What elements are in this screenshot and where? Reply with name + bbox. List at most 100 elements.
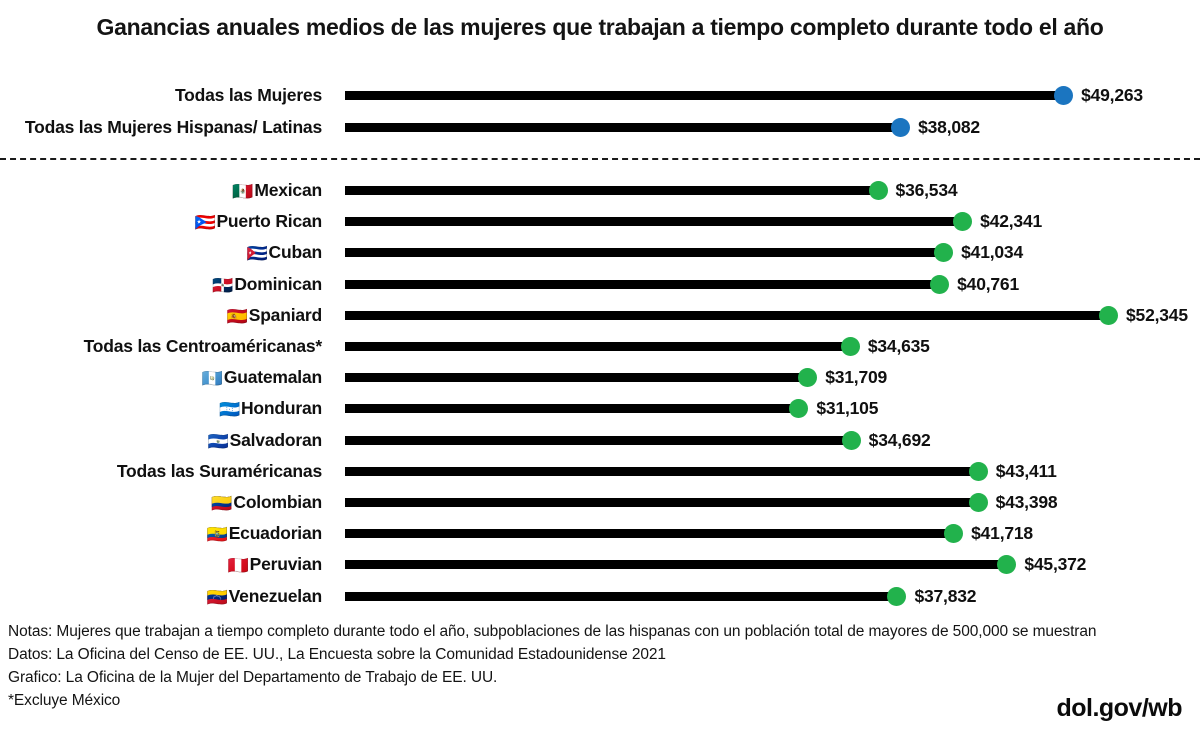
row-label: Todas las Mujeres Hispanas/ Latinas bbox=[25, 114, 322, 140]
row-label: 🇸🇻Salvadoran bbox=[207, 427, 323, 453]
row-value-dot bbox=[887, 586, 907, 606]
row-label: 🇨🇺Cuban bbox=[246, 239, 323, 265]
row-label-text: Dominican bbox=[234, 273, 322, 294]
flag-ecuador-icon: 🇪🇨 bbox=[206, 525, 228, 546]
row-bar bbox=[345, 466, 978, 476]
row-value-label: $37,832 bbox=[914, 585, 977, 606]
row-bar bbox=[345, 91, 1064, 100]
flag-el-salvador-icon: 🇸🇻 bbox=[207, 431, 229, 452]
chart-row: 🇻🇪Venezuelan $37,832 bbox=[0, 583, 1200, 609]
row-bar bbox=[345, 279, 940, 289]
row-bar bbox=[345, 435, 851, 445]
row-label-text: Guatemalan bbox=[223, 367, 322, 388]
flag-guatemala-icon: 🇬🇹 bbox=[201, 369, 223, 390]
flag-puerto-rico-icon: 🇵🇷 bbox=[194, 213, 216, 234]
footer-note-notes: Notas: Mujeres que trabajan a tiempo com… bbox=[8, 623, 1097, 640]
chart-row: 🇵🇪Peruvian $45,372 bbox=[0, 551, 1200, 577]
flag-mexico-icon: 🇲🇽 bbox=[232, 182, 254, 202]
chart-row: 🇨🇴Colombian $43,398 bbox=[0, 489, 1200, 515]
row-bar bbox=[345, 591, 897, 601]
row-value-label: $43,398 bbox=[995, 492, 1058, 512]
row-label-text: Todas las Suraméricanas bbox=[116, 460, 322, 481]
chart-row: 🇲🇽Mexican $36,534 bbox=[0, 177, 1200, 203]
row-value-label: $45,372 bbox=[1024, 554, 1087, 575]
row-label: Todas las Mujeres bbox=[175, 82, 322, 108]
row-label-text: Mexican bbox=[254, 180, 322, 200]
row-value-dot bbox=[968, 461, 988, 481]
row-label-text: Puerto Rican bbox=[216, 211, 322, 232]
row-label: 🇵🇪Peruvian bbox=[228, 551, 322, 577]
row-bar bbox=[345, 342, 850, 351]
chart-row: 🇵🇷Puerto Rican $42,341 bbox=[0, 208, 1200, 234]
brand-url: dol.gov/wb bbox=[1056, 694, 1182, 722]
chart-row: Todas las Mujeres Hispanas/ Latinas $38,0… bbox=[0, 114, 1200, 140]
row-value-dot bbox=[798, 368, 818, 388]
flag-dominican-republic-icon: 🇩🇴 bbox=[212, 275, 234, 296]
chart-row: Todas las Suraméricanas $43,411 bbox=[0, 458, 1200, 484]
row-value-label: $38,082 bbox=[918, 117, 980, 137]
row-bar bbox=[345, 529, 954, 539]
row-bar bbox=[345, 560, 1007, 570]
row-label: 🇨🇴Colombian bbox=[211, 489, 322, 515]
row-label: 🇲🇽Mexican bbox=[232, 177, 322, 203]
row-value-dot bbox=[934, 243, 954, 263]
row-label: 🇭🇳Honduran bbox=[219, 395, 322, 421]
chart-row: 🇭🇳Honduran $31,105 bbox=[0, 395, 1200, 421]
row-value-label: $36,534 bbox=[895, 180, 958, 200]
row-label: Todas las Centroaméricanas* bbox=[83, 333, 323, 359]
chart-row: 🇪🇨Ecuadorian $41,718 bbox=[0, 520, 1200, 546]
row-value-label: $43,411 bbox=[995, 460, 1057, 481]
row-bar bbox=[345, 310, 1108, 320]
chart-row: 🇪🇸Spaniard $52,345 bbox=[0, 302, 1200, 328]
row-label-text: Venezuelan bbox=[228, 585, 323, 606]
row-label-text: Todas las Mujeres Hispanas/ Latinas bbox=[24, 117, 322, 137]
row-value-dot bbox=[840, 337, 860, 356]
chart-row: 🇸🇻Salvadoran $34,692 bbox=[0, 427, 1200, 453]
row-value-label: $34,692 bbox=[868, 429, 931, 450]
row-label-text: Honduran bbox=[240, 398, 322, 419]
row-label: 🇪🇸Spaniard bbox=[227, 302, 322, 328]
flag-cuba-icon: 🇨🇺 bbox=[246, 244, 268, 265]
row-value-label: $42,341 bbox=[980, 211, 1043, 232]
row-bar bbox=[345, 217, 963, 227]
row-value-dot bbox=[953, 212, 973, 232]
row-bar bbox=[345, 404, 799, 414]
row-label: 🇻🇪Venezuelan bbox=[207, 583, 322, 609]
flag-venezuela-icon: 🇻🇪 bbox=[206, 587, 228, 608]
row-label: 🇬🇹Guatemalan bbox=[202, 364, 322, 390]
flag-peru-icon: 🇵🇪 bbox=[227, 556, 249, 577]
chart-row: 🇬🇹Guatemalan $31,709 bbox=[0, 364, 1200, 390]
row-label-text: Peruvian bbox=[249, 554, 323, 575]
row-value-dot bbox=[997, 555, 1017, 575]
section-divider bbox=[0, 158, 1200, 160]
row-value-dot bbox=[1099, 305, 1118, 325]
row-label-text: Todas las Centroaméricanas* bbox=[83, 336, 323, 356]
chart-row: Todas las Mujeres $49,263 bbox=[0, 82, 1200, 108]
flag-colombia-icon: 🇨🇴 bbox=[211, 494, 233, 514]
row-bar bbox=[345, 123, 901, 132]
row-bar bbox=[345, 186, 878, 195]
row-label: 🇩🇴Dominican bbox=[212, 271, 322, 297]
flag-honduras-icon: 🇭🇳 bbox=[219, 400, 240, 421]
row-value-dot bbox=[968, 493, 988, 512]
row-label-text: Salvadoran bbox=[229, 429, 323, 450]
flag-spain-icon: 🇪🇸 bbox=[226, 306, 248, 327]
chart-row: Todas las Centroaméricanas* $34,635 bbox=[0, 333, 1200, 359]
row-label-text: Ecuadorian bbox=[228, 523, 323, 544]
row-value-label: $49,263 bbox=[1081, 85, 1143, 105]
row-value-dot bbox=[789, 399, 809, 419]
chart-row: 🇩🇴Dominican $40,761 bbox=[0, 271, 1200, 297]
row-value-dot bbox=[1054, 86, 1074, 105]
footer-note-graphic: Grafico: La Oficina de la Mujer del Depa… bbox=[8, 669, 498, 686]
row-bar bbox=[345, 248, 944, 258]
footer-note-asterisk: *Excluye México bbox=[8, 692, 121, 709]
row-value-dot bbox=[944, 524, 964, 544]
row-value-label: $52,345 bbox=[1126, 304, 1188, 325]
row-value-label: $31,105 bbox=[816, 398, 879, 419]
row-value-label: $34,635 bbox=[867, 336, 930, 356]
row-value-label: $31,709 bbox=[825, 367, 888, 388]
row-bar bbox=[345, 373, 808, 383]
footer-notes: Notas: Mujeres que trabajan a tiempo com… bbox=[8, 620, 1188, 712]
row-label: Todas las Suraméricanas bbox=[117, 458, 322, 484]
row-value-dot bbox=[930, 274, 950, 294]
